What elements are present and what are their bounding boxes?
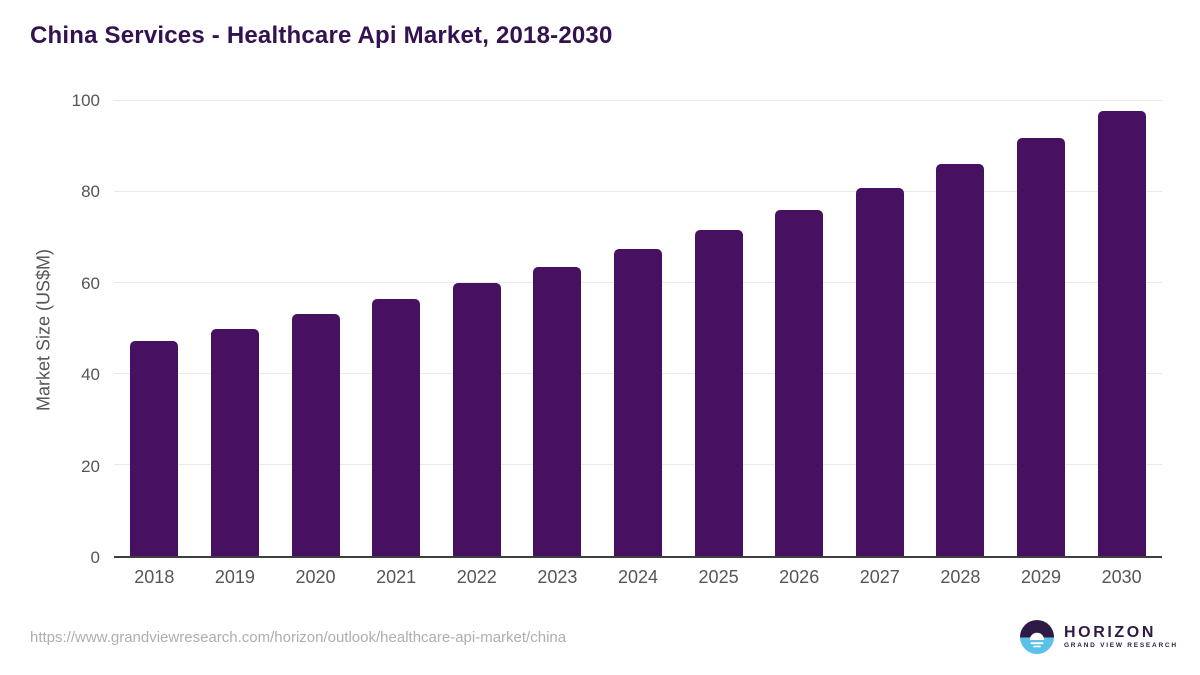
bar-slot-2030 — [1081, 101, 1162, 556]
plot-area — [114, 100, 1162, 558]
y-tick-label-20: 20 — [81, 456, 100, 476]
bar-2023 — [533, 267, 582, 556]
bar-2018 — [130, 341, 179, 556]
x-tick-label-2026: 2026 — [779, 567, 820, 587]
x-axis-labels: 2018 2019 2020 2021 2022 2023 2024 2025 2026 2027… — [114, 567, 1162, 588]
bar-2029 — [1017, 138, 1065, 556]
bar-2020 — [291, 314, 340, 556]
bar-2030 — [1097, 110, 1146, 556]
chart-title: China Services - Healthcare Api Market, … — [30, 22, 613, 49]
x-tick-label-2029: 2029 — [1020, 567, 1062, 587]
y-tick-label-80: 80 — [81, 182, 100, 202]
x-tick-label-2020: 2020 — [295, 567, 336, 587]
bar-2021 — [372, 298, 421, 556]
bar-slot-2022 — [436, 101, 517, 556]
bar-2022 — [452, 283, 501, 556]
bar-slot-2029 — [1001, 101, 1082, 556]
bar-2028 — [936, 164, 985, 556]
bar-slot-2025 — [678, 101, 759, 556]
gridline-100 — [114, 100, 1162, 101]
bar-slot-2024 — [598, 101, 679, 556]
y-tick-label-40: 40 — [81, 365, 100, 385]
horizon-logo: HORIZON GRAND VIEW RESEARCH — [1019, 619, 1178, 655]
x-tick-label-2030: 2030 — [1101, 567, 1142, 587]
x-tick-label-2023: 2023 — [537, 567, 578, 587]
x-tick-label-2024: 2024 — [617, 567, 658, 587]
bar-slot-2018 — [114, 101, 195, 556]
x-tick-label-2019: 2019 — [214, 567, 255, 587]
bar-2025 — [694, 230, 743, 556]
x-tick-label-2025: 2025 — [698, 567, 739, 587]
y-tick-label-60: 60 — [81, 273, 100, 293]
gridline-80 — [114, 191, 1162, 192]
bar-slot-2026 — [759, 101, 840, 556]
bar-slot-2028 — [920, 101, 1001, 556]
y-tick-label-100: 100 — [71, 91, 100, 110]
bar-slot-2019 — [195, 101, 276, 556]
bar-slot-2020 — [275, 101, 356, 556]
bar-2026 — [775, 210, 824, 556]
bar-slot-2027 — [839, 101, 920, 556]
bar-2019 — [210, 329, 259, 556]
logo-subtitle: GRAND VIEW RESEARCH — [1064, 642, 1178, 649]
y-axis-title: Market Size (US$M) — [33, 248, 54, 412]
bar-2027 — [855, 187, 904, 556]
bar-slot-2023 — [517, 101, 598, 556]
x-tick-label-2021: 2021 — [376, 567, 417, 587]
logo-text: HORIZON GRAND VIEW RESEARCH — [1064, 624, 1178, 650]
x-tick-label-2022: 2022 — [456, 567, 497, 587]
horizon-sun-icon — [1020, 620, 1054, 654]
x-tick-label-2027: 2027 — [859, 567, 900, 587]
x-tick-label-2018: 2018 — [134, 567, 175, 587]
source-url: https://www.grandviewresearch.com/horizo… — [30, 629, 567, 646]
bar-chart: Market Size (US$M) 2018 2019 2020 2021 2022 2… — [33, 91, 1162, 588]
bar-slot-2021 — [356, 101, 437, 556]
x-tick-label-2028: 2028 — [940, 567, 981, 587]
logo-wordmark: HORIZON — [1064, 624, 1156, 641]
bar-2024 — [613, 248, 662, 556]
y-tick-label-0: 0 — [90, 548, 100, 567]
